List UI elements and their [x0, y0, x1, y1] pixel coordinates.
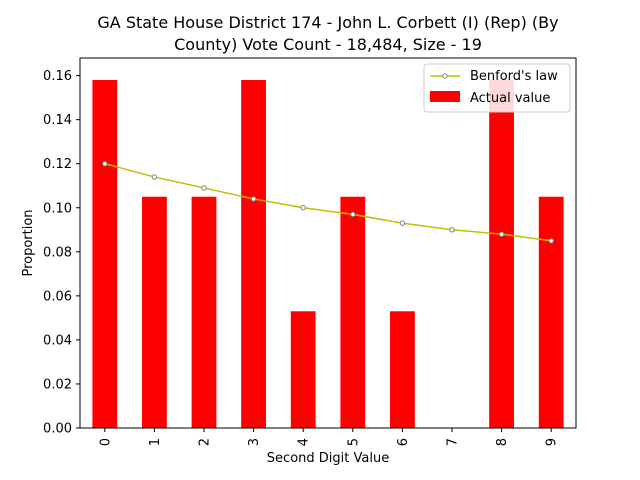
chart-title-line-1: GA State House District 174 - John L. Co…: [97, 13, 558, 32]
bar-digit-3: [241, 80, 266, 429]
y-tick-label: 0.00: [43, 422, 72, 437]
benford-point-5: [350, 211, 356, 218]
benford-point-2: [201, 185, 207, 191]
x-tick-label-9: 9: [545, 438, 560, 446]
bar-digit-9: [538, 196, 564, 428]
y-tick-label: 0.12: [43, 157, 72, 172]
x-tick-label-4: 4: [297, 438, 312, 446]
y-tick-label: 0.04: [43, 333, 72, 348]
legend-box: [423, 63, 571, 113]
y-tick-label: 0.06: [43, 289, 72, 304]
x-axis-label: Second Digit Value: [267, 451, 389, 466]
x-tick-label-6: 6: [396, 438, 411, 446]
x-tick-label-1: 1: [148, 438, 163, 446]
x-tick-label-8: 8: [495, 438, 510, 446]
legend-benford-marker-swatch: [442, 73, 448, 79]
x-tick-label-3: 3: [247, 438, 262, 446]
bar-digit-5: [340, 196, 366, 428]
x-tick-label-7: 7: [446, 438, 461, 446]
benford-point-8: [498, 231, 505, 237]
benford-line: [104, 162, 552, 242]
benford-point-0: [102, 161, 108, 167]
chart-title-line-2: County) Vote Count - 18,484, Size - 19: [174, 35, 482, 54]
benford-point-3: [250, 196, 257, 202]
bar-digit-1: [142, 196, 167, 428]
y-axis-label: Proportion: [21, 209, 36, 276]
y-tick-label: 0.08: [43, 245, 72, 260]
x-tick-label-2: 2: [198, 438, 213, 446]
bar-digit-8: [489, 80, 514, 429]
y-tick-label: 0.10: [43, 201, 72, 216]
x-tick-label-0: 0: [98, 438, 113, 446]
y-tick-label: 0.02: [43, 377, 72, 392]
legend-actual-label: Actual value: [470, 91, 550, 106]
benford-point-9: [548, 238, 554, 244]
benford-point-1: [151, 174, 158, 180]
bar-digit-0: [92, 80, 118, 429]
legend: Benford's law Actual value: [423, 63, 571, 113]
legend-actual-swatch: [430, 91, 460, 102]
benford-point-4: [300, 205, 306, 211]
x-tick-label-5: 5: [346, 438, 361, 446]
benford-line-layer: [102, 161, 554, 244]
legend-benford-label: Benford's law: [470, 69, 558, 84]
y-axis: 0.00 0.02 0.04 0.06 0.08 0.10 0.12 0.14 0.16: [43, 69, 80, 437]
bars-layer: [92, 80, 564, 429]
bar-digit-2: [191, 196, 217, 428]
bar-digit-6: [390, 311, 415, 428]
plot-frame: [79, 57, 577, 429]
y-tick-label: 0.14: [43, 113, 72, 128]
benford-point-7: [449, 227, 455, 233]
bar-digit-4: [290, 311, 316, 428]
benford-point-6: [399, 220, 406, 226]
y-tick-label: 0.16: [43, 69, 72, 84]
x-axis: 0 1 2 3 4 5 6 7 8 9: [98, 428, 560, 446]
